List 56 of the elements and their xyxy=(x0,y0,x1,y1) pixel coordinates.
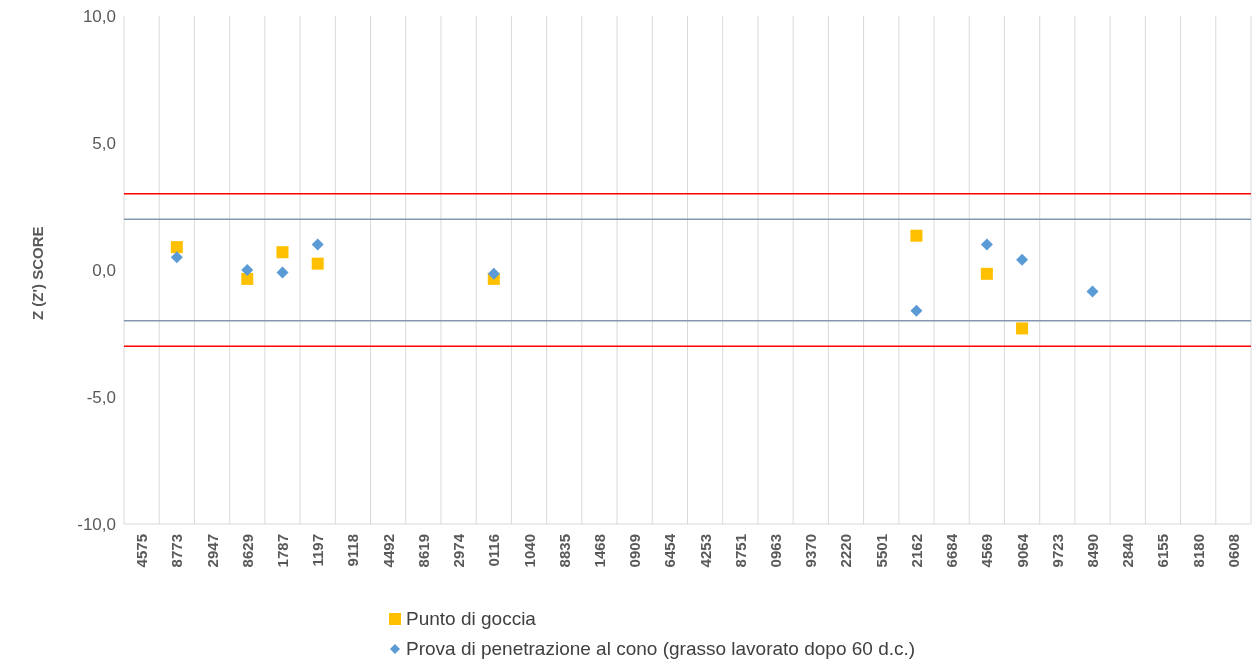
x-tick-label: 6454 xyxy=(661,533,679,568)
point xyxy=(910,229,923,242)
x-tick-label: 4492 xyxy=(379,534,397,568)
y-tick-label: -10,0 xyxy=(77,515,116,535)
point xyxy=(980,238,993,251)
x-tick-label: 8629 xyxy=(238,534,256,568)
point xyxy=(276,266,289,279)
point xyxy=(241,264,254,276)
point xyxy=(170,251,183,264)
x-tick-label: 9118 xyxy=(344,534,362,567)
point xyxy=(1086,285,1099,298)
x-tick-label: 0909 xyxy=(626,534,644,568)
x-tick-label: 2162 xyxy=(907,534,925,568)
point xyxy=(276,246,289,259)
x-tick-label: 4569 xyxy=(978,534,996,568)
point xyxy=(170,241,183,254)
point xyxy=(311,238,324,251)
x-tick-label: 9370 xyxy=(802,534,820,568)
x-tick-label: 2220 xyxy=(837,534,855,568)
legend-label: Punto di goccia xyxy=(406,607,536,631)
x-tick-label: 2947 xyxy=(203,534,221,568)
x-tick-label: 4575 xyxy=(133,534,151,568)
point xyxy=(241,272,254,285)
y-tick-label: 0,0 xyxy=(92,261,116,281)
x-tick-label: 0608 xyxy=(1224,534,1242,568)
point xyxy=(311,257,324,270)
x-tick-label: 0116 xyxy=(485,534,503,567)
x-tick-label: 8490 xyxy=(1084,534,1102,568)
y-tick-label: -5,0 xyxy=(86,388,116,408)
x-tick-label: 4253 xyxy=(696,534,714,568)
x-tick-label: 1040 xyxy=(520,534,538,568)
point xyxy=(980,267,993,280)
point xyxy=(910,304,923,317)
y-axis-title: Z (Z') SCORE xyxy=(29,226,47,320)
point xyxy=(1016,253,1029,266)
x-tick-label: 5501 xyxy=(872,534,890,568)
x-tick-label: 9723 xyxy=(1048,534,1066,568)
y-tick-label: 5,0 xyxy=(92,134,116,154)
point xyxy=(1016,322,1029,335)
x-tick-label: 1197 xyxy=(309,534,327,567)
x-tick-label: 2974 xyxy=(450,533,468,568)
x-tick-label: 1468 xyxy=(590,534,608,568)
x-tick-label: 2840 xyxy=(1119,534,1137,568)
x-tick-label: 1787 xyxy=(273,534,291,568)
legend-label: Prova di penetrazione al cono (grasso lavorato dopo 60 d.c.) xyxy=(406,637,916,661)
x-tick-label: 8751 xyxy=(731,534,749,568)
x-tick-label: 8835 xyxy=(555,534,573,568)
x-tick-label: 6684 xyxy=(943,533,961,568)
x-tick-label: 9064 xyxy=(1013,533,1031,568)
x-tick-label: 6155 xyxy=(1154,534,1172,568)
x-tick-label: 8773 xyxy=(168,534,186,568)
x-tick-label: 8619 xyxy=(414,534,432,568)
point xyxy=(487,267,500,280)
x-tick-label: 8180 xyxy=(1189,534,1207,568)
y-tick-label: 10,0 xyxy=(82,7,116,27)
x-tick-label: 0963 xyxy=(767,534,785,568)
